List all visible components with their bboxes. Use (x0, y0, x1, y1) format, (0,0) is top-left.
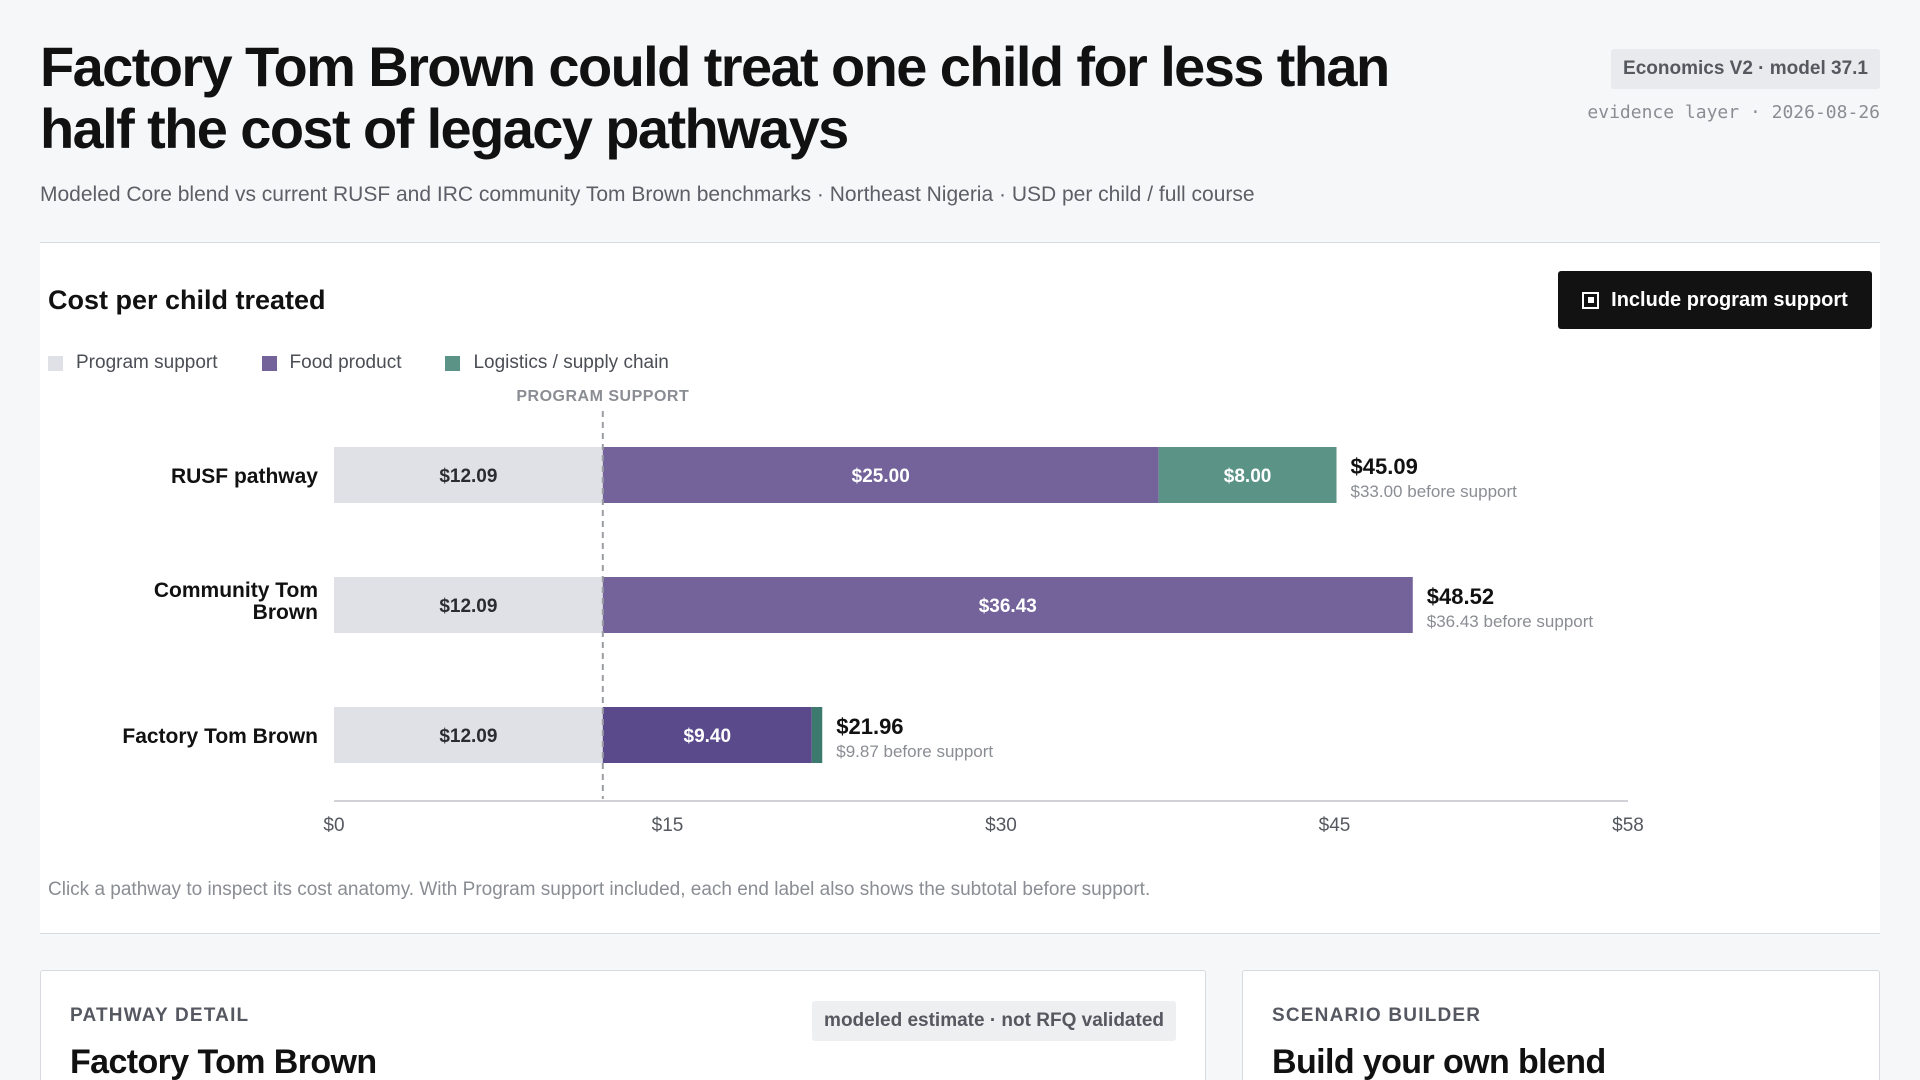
food-product-segment[interactable] (602, 447, 1159, 503)
subtotal-label: $9.87 before support (836, 742, 993, 761)
x-tick-label: $15 (652, 815, 684, 836)
legend-item-logistics[interactable]: Logistics / supply chain (445, 352, 669, 374)
program-support-segment[interactable] (334, 447, 603, 503)
chart-card: Cost per child treated Include program s… (40, 242, 1880, 934)
segment-value-label: $25.00 (852, 466, 910, 487)
checkbox-checked-icon (1582, 291, 1600, 309)
x-tick-label: $58 (1612, 815, 1644, 836)
food-product-segment[interactable] (602, 577, 1413, 633)
x-tick-label: $45 (1319, 815, 1351, 836)
model-version-badge: Economics V2 · model 37.1 (1611, 49, 1880, 89)
total-value-label: $48.52 (1427, 584, 1494, 609)
page-subtitle: Modeled Core blend vs current RUSF and I… (40, 183, 1255, 206)
chart-legend: Program support Food product Logistics /… (48, 352, 713, 374)
pathway-detail-kicker: PATHWAY DETAIL (70, 1005, 250, 1026)
include-program-support-toggle[interactable]: Include program support (1558, 271, 1872, 329)
legend-swatch (261, 355, 277, 371)
legend-swatch (48, 355, 63, 371)
legend-label: Logistics / supply chain (473, 352, 669, 373)
segment-value-label: $12.09 (439, 466, 497, 487)
category-label: RUSF pathway (171, 465, 318, 488)
chart-footnote: Click a pathway to inspect its cost anat… (48, 879, 1151, 900)
reference-line-label: PROGRAM SUPPORT (516, 388, 689, 405)
toggle-label: Include program support (1611, 288, 1848, 311)
legend-label: Food product (289, 352, 402, 373)
legend-item-food-product[interactable]: Food product (261, 352, 402, 374)
logistics-segment[interactable] (1158, 447, 1337, 503)
category-label: Community Tom Brown (154, 579, 318, 624)
program-support-segment[interactable] (334, 707, 603, 763)
segment-value-label: $12.09 (439, 596, 497, 617)
food-product-segment[interactable] (602, 707, 812, 763)
legend-item-program-support[interactable]: Program support (48, 352, 218, 374)
legend-swatch (445, 355, 461, 371)
scenario-builder-kicker: SCENARIO BUILDER (1272, 1005, 1482, 1026)
program-support-segment[interactable] (334, 577, 603, 633)
subtotal-label: $33.00 before support (1351, 482, 1518, 501)
x-tick-label: $0 (323, 815, 344, 836)
segment-value-label: $12.09 (439, 726, 497, 747)
page-title: Factory Tom Brown could treat one child … (40, 35, 1390, 160)
pathway-detail-card: PATHWAY DETAIL Factory Tom Brown modeled… (40, 970, 1206, 1080)
chart-heading: Cost per child treated (48, 285, 326, 315)
x-tick-label: $30 (985, 815, 1017, 836)
estimate-status-badge: modeled estimate · not RFQ validated (812, 1001, 1176, 1041)
segment-value-label: $9.40 (684, 726, 732, 747)
legend-label: Program support (76, 352, 218, 373)
scenario-builder-title: Build your own blend (1272, 1043, 1606, 1080)
scenario-builder-card: SCENARIO BUILDER Build your own blend (1242, 970, 1880, 1080)
logistics-segment[interactable] (811, 707, 823, 763)
segment-value-label: $8.00 (1224, 466, 1272, 487)
evidence-layer-date: evidence layer · 2026-08-26 (1587, 102, 1880, 123)
pathway-detail-title: Factory Tom Brown (70, 1043, 377, 1080)
subtotal-label: $36.43 before support (1427, 612, 1594, 631)
cost-bar-chart: RUSF pathway $12.09 $25.00 $8.00 $45.09 $33.0… (122, 388, 1644, 836)
total-value-label: $21.96 (836, 714, 903, 739)
category-label: Factory Tom Brown (122, 725, 318, 748)
total-value-label: $45.09 (1351, 454, 1418, 479)
segment-value-label: $36.43 (979, 596, 1037, 617)
